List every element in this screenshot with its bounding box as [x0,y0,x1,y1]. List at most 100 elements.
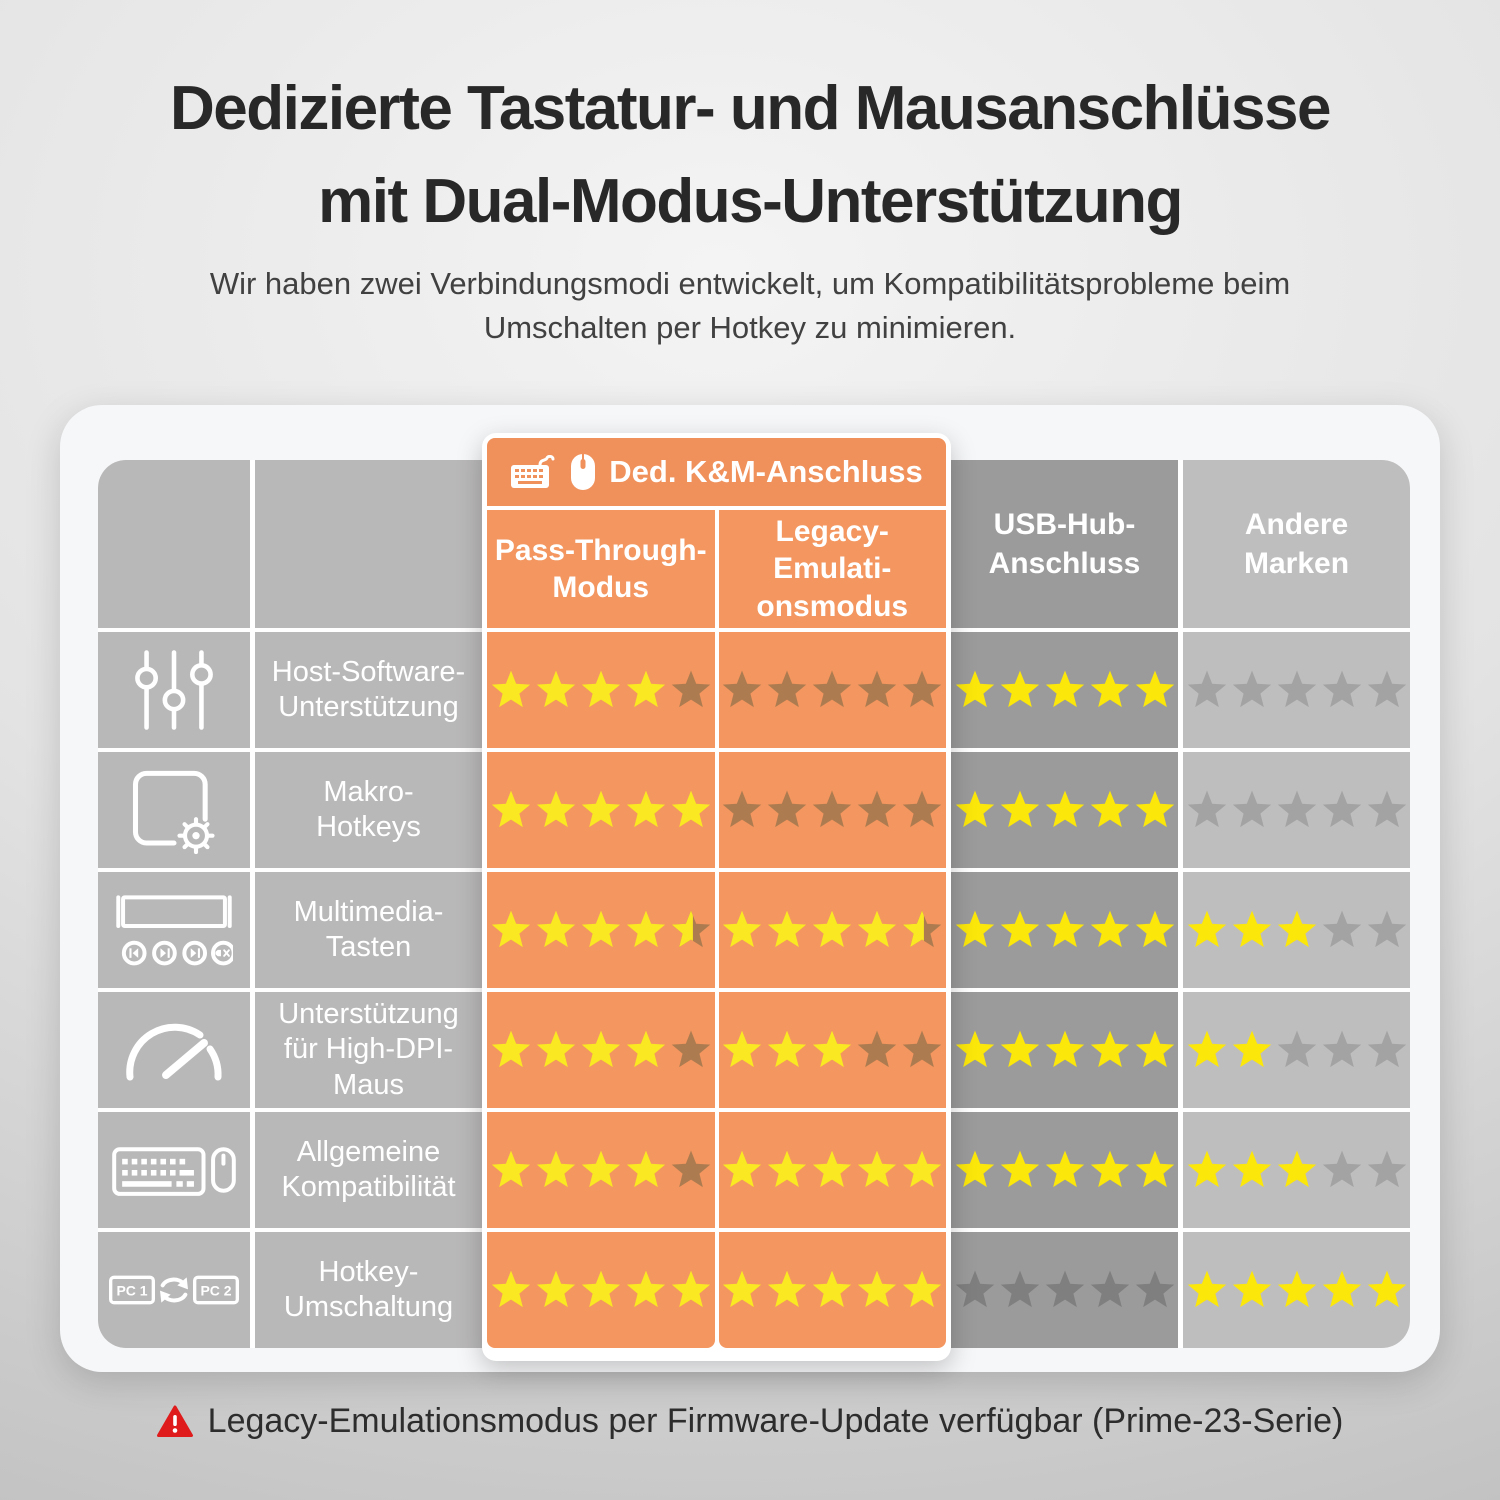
rating-cell-andere [1183,632,1410,748]
star-icon [858,1150,897,1188]
keyboard-icon [511,455,555,488]
star-icon [491,1270,530,1308]
star-icon [1090,670,1129,708]
feature-label: Makro- Hotkeys [255,752,482,868]
star-icon [1277,1150,1316,1188]
star-icon [536,1270,575,1308]
star-icon [491,670,530,708]
star-icon [1045,670,1084,708]
pc1-label: PC 1 [116,1282,147,1298]
star-icon [903,1270,942,1308]
rating-cell-legacy [718,1112,946,1228]
pc2-label: PC 2 [200,1282,231,1298]
star-icon [813,790,852,828]
star-icon [1000,910,1039,948]
star-icon [536,790,575,828]
star-icon [581,1150,620,1188]
rating-cell-usb [951,1232,1178,1348]
star-icon [1135,670,1174,708]
star-icon [671,670,710,708]
star-icon [1090,1150,1129,1188]
star-icon [536,1030,575,1068]
macro-box-icon [132,770,215,854]
star-icon [1000,1150,1039,1188]
star-icon [671,790,710,828]
header-spacer-label-col [255,460,482,628]
star-icon [581,1270,620,1308]
km-banner: Ded. K&M-Anschluss [487,438,946,506]
keyboard-mouse-icon [112,1147,236,1196]
star-icon [1367,790,1406,828]
feature-icon-cell: PC 1 PC 2 [98,1232,250,1348]
rating-cell-legacy [718,992,946,1108]
star-icon [1135,1270,1174,1308]
page-subtitle: Wir haben zwei Verbindungsmodi entwickel… [209,266,1291,346]
star-icon [1322,1030,1361,1068]
star-icon [1367,1270,1406,1308]
star-icon [768,910,807,948]
star-icon [1000,790,1039,828]
rating-cell-andere [1183,992,1410,1108]
feature-icon-cell [98,632,250,748]
star-icon [1322,910,1361,948]
rating-cell-pass-through [487,752,715,868]
rating-cell-pass-through [487,1112,715,1228]
feature-label: Host-Software- Unterstützung [255,632,482,748]
rating-cell-pass-through [487,872,715,988]
star-icon [813,1150,852,1188]
star-icon [1187,790,1226,828]
page-header: Dedizierte Tastatur- und Mausanschlüsse … [0,62,1500,350]
star-icon [1232,1030,1271,1068]
star-icon [723,910,762,948]
footnote: Legacy-Emulationsmodus per Firmware-Upda… [0,1402,1500,1441]
star-icon [626,1030,665,1068]
star-icon [1000,1030,1039,1068]
rating-cell-legacy [718,1232,946,1348]
star-icon [1187,910,1226,948]
feature-label: Allgemeine Kompatibilität [255,1112,482,1228]
star-icon [1322,1270,1361,1308]
star-icon [1187,1270,1226,1308]
star-icon [723,670,762,708]
rating-cell-legacy [718,872,946,988]
star-icon [491,1030,530,1068]
star-icon [1135,910,1174,948]
star-icon [491,1150,530,1188]
star-icon [903,790,942,828]
feature-icon-cell [98,1112,250,1228]
star-icon [813,1030,852,1068]
star-icon [1277,1270,1316,1308]
star-icon [581,790,620,828]
star-icon [1367,1030,1406,1068]
star-icon [1367,670,1406,708]
comparison-card: USB-Hub- Anschluss Andere Marken Host-So… [60,405,1440,1372]
km-banner-label: Ded. K&M-Anschluss [609,454,923,489]
star-icon [1187,670,1226,708]
star-icon [626,1270,665,1308]
column-header-legacy-emulation: Legacy- Emulati- onsmodus [718,510,946,628]
star-icon [723,1030,762,1068]
rating-cell-legacy [718,752,946,868]
star-icon [536,1150,575,1188]
feature-label: Unterstützung für High-DPI- Maus [255,992,482,1108]
star-icon [671,910,710,948]
feature-label: Hotkey- Umschaltung [255,1232,482,1348]
multimedia-keys-icon [116,895,233,966]
sliders-icon [135,650,213,730]
star-icon [955,1150,994,1188]
star-icon [955,910,994,948]
km-panel: Ded. K&M-Anschluss Pass-Through- Modus L… [482,433,951,1361]
star-icon [1187,1030,1226,1068]
star-icon [768,1030,807,1068]
footnote-text: Legacy-Emulationsmodus per Firmware-Upda… [207,1402,1344,1440]
star-icon [903,1030,942,1068]
feature-icon-cell [98,992,250,1108]
column-header-pass-through: Pass-Through- Modus [487,510,715,628]
feature-label: Multimedia- Tasten [255,872,482,988]
star-icon [626,670,665,708]
star-icon [955,790,994,828]
star-icon [813,1270,852,1308]
column-header-andere-marken: Andere Marken [1183,460,1410,628]
star-icon [1045,1150,1084,1188]
star-icon [491,790,530,828]
